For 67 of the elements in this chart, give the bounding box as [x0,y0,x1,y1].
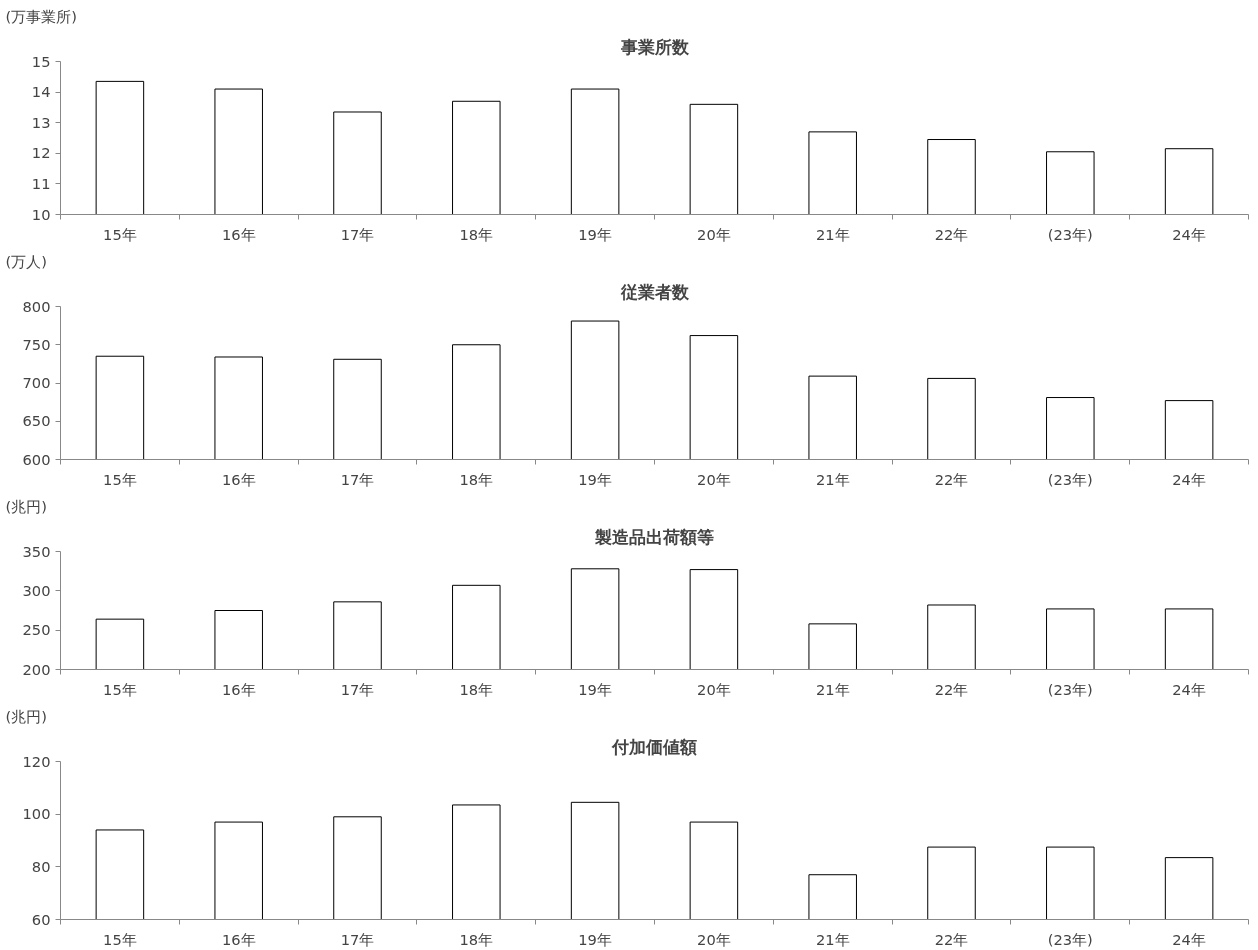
x-tick-label: 24年 [1172,930,1206,948]
y-tick-label: 12 [31,144,51,162]
y-axis-title: (兆円) [5,707,47,725]
x-tick-label: (23年) [1047,470,1093,488]
y-tick-label: 200 [22,660,51,678]
x-tick-label: 17年 [340,680,375,698]
x-tick-label: 24年 [1172,225,1206,243]
x-tick-label: (23年) [1047,225,1093,243]
chart-title: 従業者数 [619,281,690,302]
x-tick-label: 16年 [221,470,256,488]
x-tick-label: 20年 [697,470,731,488]
y-tick-label: 15 [31,52,51,70]
y-tick-label: 13 [31,113,51,131]
y-tick-label: 11 [31,174,51,192]
x-tick-label: 16年 [221,225,256,243]
x-tick-label: 22年 [934,225,969,243]
x-tick-label: 19年 [578,470,612,488]
x-tick-label: 19年 [578,225,612,243]
x-tick-label: 19年 [578,680,612,698]
y-tick-label: 600 [22,450,51,468]
x-tick-label: 18年 [459,470,494,488]
y-tick-label: 80 [31,857,51,875]
chart-title: 製造品出荷額等 [594,526,714,547]
y-tick-label: 750 [22,335,51,353]
x-tick-label: 15年 [103,930,137,948]
x-tick-label: 20年 [697,680,731,698]
x-tick-label: 16年 [221,680,256,698]
y-tick-label: 700 [22,374,51,391]
x-tick-label: 21年 [815,225,850,243]
x-tick-label: 24年 [1172,470,1206,488]
y-tick-label: 100 [22,805,51,823]
y-tick-label: 650 [22,412,51,430]
y-axis-title: (兆円) [5,497,47,515]
x-tick-label: 16年 [221,930,256,948]
y-tick-label: 120 [22,752,51,770]
x-tick-label: 21年 [815,470,850,488]
x-tick-label: 22年 [934,930,969,948]
x-tick-label: 21年 [815,930,850,948]
x-tick-label: 19年 [578,930,612,948]
x-tick-label: 15年 [103,225,137,243]
y-axis-title: (万事業所) [5,7,77,25]
x-tick-label: 17年 [340,930,375,948]
x-tick-label: 21年 [815,680,850,698]
x-tick-label: 15年 [103,470,137,488]
x-tick-label: 20年 [697,225,731,243]
y-tick-label: 800 [22,297,51,315]
x-tick-label: 18年 [459,930,494,948]
y-tick-label: 60 [31,910,51,928]
x-tick-label: 20年 [697,930,731,948]
y-tick-label: 14 [31,83,51,101]
x-tick-label: 24年 [1172,680,1206,698]
x-tick-label: (23年) [1047,930,1093,948]
chart-title: 事業所数 [619,36,690,57]
x-tick-label: 18年 [459,225,494,243]
y-tick-label: 350 [22,542,51,560]
x-tick-label: 22年 [934,680,969,698]
x-tick-label: 17年 [340,225,375,243]
chart-title: 付加価値額 [611,736,697,757]
y-tick-label: 10 [31,205,51,223]
x-tick-label: 15年 [103,680,137,698]
x-tick-label: 22年 [934,470,969,488]
x-tick-label: 17年 [340,470,375,488]
y-axis-title: (万人) [5,252,47,270]
x-tick-label: 18年 [459,680,494,698]
y-tick-label: 250 [22,621,51,639]
x-tick-label: (23年) [1047,680,1093,698]
y-tick-label: 300 [22,581,51,599]
